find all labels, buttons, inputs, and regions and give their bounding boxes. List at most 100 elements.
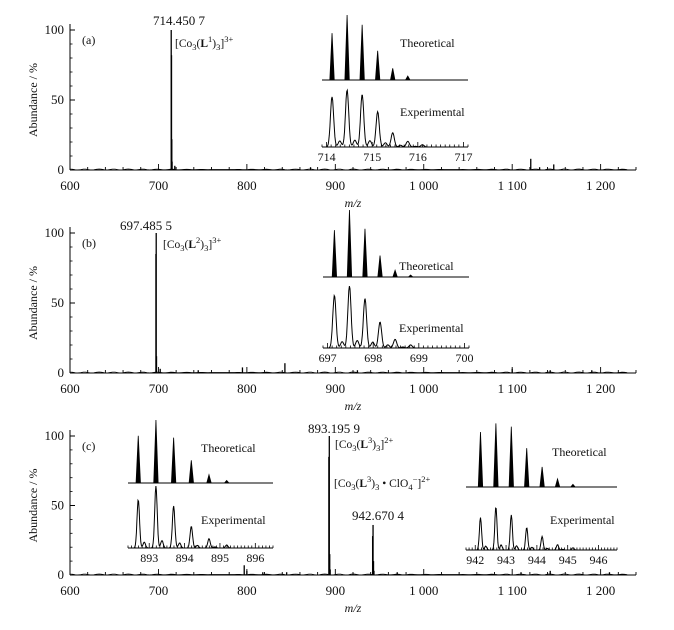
- ion-label-part: (: [185, 239, 189, 251]
- ion-label-part: [Co: [163, 239, 181, 251]
- theoretical-peak: [377, 255, 383, 278]
- theoretical-peak: [223, 479, 230, 484]
- x-tick-label: 900: [326, 381, 346, 396]
- spectrum-panel: 0 50 100 600 700 800 900 1 000 1 100 1 200 m/z Abun…: [26, 419, 637, 615]
- ion-label-part: [Co: [175, 38, 193, 50]
- y-tick-label: 0: [58, 162, 65, 177]
- main-peak-label: 714.450 7: [153, 13, 206, 28]
- inset-tick-label: 714: [318, 150, 336, 164]
- x-tick-label: 1 000: [409, 583, 438, 598]
- y-tick-label: 50: [51, 92, 64, 107]
- x-tick-label: 1 100: [498, 583, 527, 598]
- ion-label-part: 3: [180, 243, 184, 253]
- x-tick-label: 600: [60, 381, 80, 396]
- ion-label-part: [Co: [334, 478, 352, 490]
- ion-label-part: (: [356, 478, 360, 490]
- second-peak-label: 942.670 4: [352, 508, 405, 523]
- panel-letter: (b): [82, 236, 96, 250]
- x-tick-label: 1 200: [586, 178, 615, 193]
- main-peak-label: 697.485 5: [120, 218, 172, 233]
- inset-tick-label: 716: [409, 150, 427, 164]
- main-peak-label: 893.195 9: [308, 421, 360, 436]
- ion-assignment-label-2: [Co3(L3)3 • ClO4−]2+: [334, 474, 430, 492]
- theoretical-peak: [206, 473, 212, 484]
- ion-label-part: 3: [375, 482, 379, 492]
- isotope-inset: Theoretical Experimental 697 698 699 700: [319, 209, 473, 365]
- ion-label-part: 3: [368, 435, 372, 445]
- inset-tick-label: 942: [466, 553, 484, 567]
- theoretical-label: Theoretical: [400, 36, 455, 50]
- theoretical-peak: [569, 483, 576, 488]
- experimental-profile: [323, 285, 469, 349]
- ion-label-part: 3: [351, 482, 355, 492]
- theoretical-peak: [171, 437, 177, 484]
- y-tick-label: 100: [45, 428, 65, 443]
- ion-label-part: −: [413, 474, 418, 484]
- theoretical-peak: [508, 426, 514, 488]
- ion-label-part: ): [212, 38, 216, 50]
- theoretical-peak: [554, 477, 561, 488]
- ion-label-part: 3: [376, 443, 380, 453]
- theoretical-peak: [390, 68, 396, 81]
- x-tick-label: 1 200: [586, 583, 615, 598]
- ion-label-part: ]: [417, 478, 421, 490]
- ion-assignment-label: [Co3(L3)3]2+: [335, 435, 393, 453]
- ion-label-part: ): [371, 478, 375, 490]
- theoretical-peak: [375, 50, 381, 81]
- x-tick-label: 1 000: [409, 178, 438, 193]
- x-tick-label: 700: [149, 583, 169, 598]
- ion-label-part: 2+: [421, 474, 430, 484]
- ion-label-part: (: [197, 38, 201, 50]
- inset-tick-label: 894: [176, 551, 194, 565]
- experimental-label: Experimental: [201, 513, 266, 527]
- spectrum-panel: 0 50 100 600 700 800 900 1 000 1 100 1 200 m/z Abun…: [26, 209, 637, 413]
- theoretical-peak: [407, 274, 414, 278]
- ion-label-part: L: [188, 239, 196, 251]
- inset-tick-label: 944: [528, 553, 546, 567]
- theoretical-label: Theoretical: [201, 441, 256, 455]
- y-tick-label: 100: [45, 22, 65, 37]
- inset-tick-label: 946: [590, 553, 608, 567]
- x-tick-label: 900: [326, 583, 346, 598]
- theoretical-peak: [493, 423, 499, 488]
- y-tick-label: 0: [58, 567, 65, 582]
- y-tick-label: 50: [51, 498, 64, 513]
- experimental-label: Experimental: [399, 321, 464, 335]
- ion-label-part: L: [360, 439, 368, 451]
- ion-label-part: 3: [367, 474, 371, 484]
- y-tick-label: 100: [45, 225, 65, 240]
- x-axis-title: m/z: [345, 399, 362, 413]
- theoretical-peak: [188, 460, 194, 484]
- y-axis-title: Abundance / %: [26, 63, 40, 137]
- inset-tick-label: 945: [559, 553, 577, 567]
- ion-label-part: ): [372, 439, 376, 451]
- ion-label-part: ]: [380, 439, 384, 451]
- isotope-inset: Theoretical Experimental 893 894 895 896: [127, 419, 274, 565]
- theoretical-peak: [135, 435, 141, 484]
- ion-label-part: ]: [220, 38, 224, 50]
- theoretical-peak: [392, 269, 398, 278]
- isotope-inset: Theoretical Experimental 714 715 716 717: [318, 14, 472, 164]
- ion-label-part: [Co: [335, 439, 353, 451]
- x-tick-label: 700: [149, 178, 169, 193]
- isotope-inset: Theoretical Experimental 942 943 944 945 946: [465, 423, 618, 567]
- x-tick-label: 800: [237, 178, 257, 193]
- theoretical-peak: [346, 209, 353, 278]
- ion-assignment-label: [Co3(L2)3]3+: [163, 235, 221, 253]
- theoretical-peak: [362, 228, 368, 278]
- inset-tick-label: 717: [454, 150, 472, 164]
- theoretical-peak: [524, 448, 530, 488]
- inset-tick-label: 697: [319, 351, 337, 365]
- inset-tick-label: 699: [410, 351, 428, 365]
- baseline-noise: [69, 168, 628, 171]
- x-tick-label: 600: [60, 178, 80, 193]
- x-tick-label: 900: [326, 178, 346, 193]
- y-axis-title: Abundance / %: [26, 266, 40, 340]
- theoretical-peak: [329, 33, 335, 81]
- panel-letter: (c): [82, 439, 95, 453]
- theoretical-label: Theoretical: [399, 259, 454, 273]
- inset-tick-label: 896: [246, 551, 264, 565]
- ion-label-part: 3: [216, 42, 220, 52]
- y-tick-label: 0: [58, 365, 65, 380]
